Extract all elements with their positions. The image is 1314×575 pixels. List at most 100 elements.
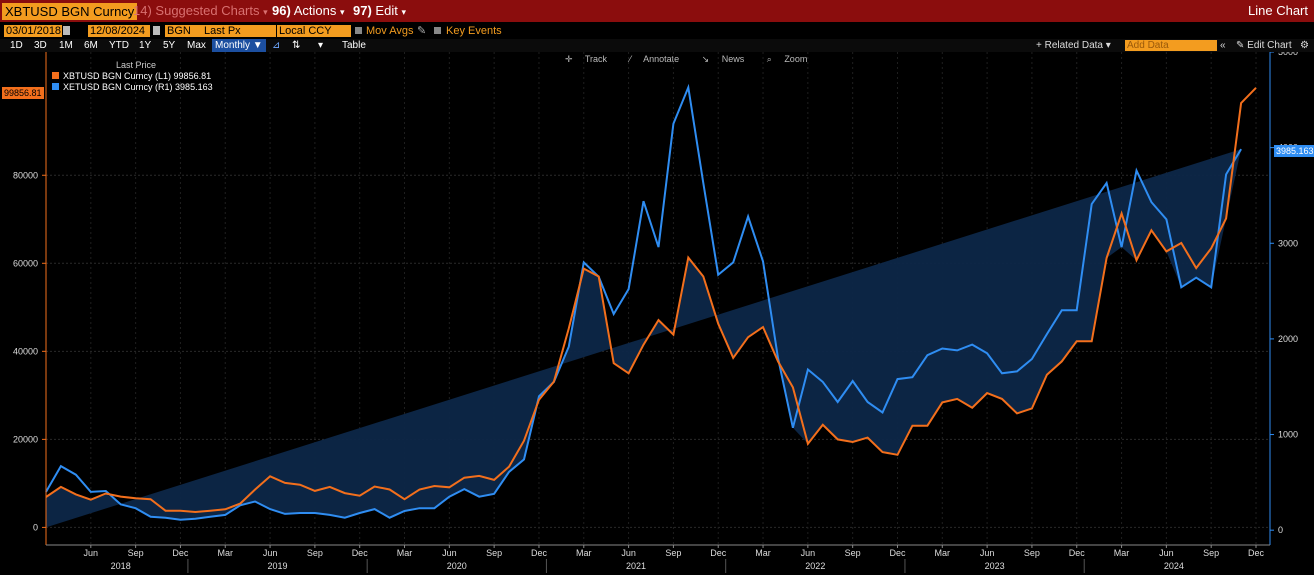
start-date-field[interactable]: 03/01/2018	[4, 25, 62, 37]
legend-swatch-blue	[52, 83, 59, 90]
zoom-label: Zoom	[784, 54, 808, 64]
month-tick-label: Sep	[128, 548, 144, 558]
left-axis-ticks: 0 20000 40000 60000 80000	[13, 170, 46, 532]
month-tick-label: Sep	[845, 548, 861, 558]
edit-menu[interactable]: 97) Edit ▾	[353, 0, 406, 22]
right-tick-label: 3000	[1278, 238, 1298, 248]
month-tick-label: Dec	[889, 548, 906, 558]
chevron-down-icon: ▼	[252, 40, 263, 51]
end-date-field[interactable]: 12/08/2024	[88, 25, 150, 37]
month-tick-label: Jun	[84, 548, 99, 558]
month-tick-label: Jun	[263, 548, 278, 558]
month-tick-label: Sep	[486, 548, 502, 558]
track-label: Track	[584, 54, 608, 64]
edit-label: Edit	[375, 3, 398, 18]
month-tick-label: Mar	[935, 548, 951, 558]
month-tick-label: Dec	[710, 548, 727, 558]
chart-style-icon[interactable]: ⊿	[272, 40, 281, 51]
period-1d[interactable]: 1D	[10, 40, 23, 51]
actions-menu[interactable]: 96) Actions ▾	[272, 0, 345, 22]
period-ytd[interactable]: YTD	[109, 40, 129, 51]
price-field[interactable]: Last Px	[202, 25, 276, 37]
period-bar: 1D 3D 1M 6M YTD 1Y 5Y Max Monthly ▼ ⊿ ⇅ …	[0, 39, 1314, 52]
calendar-icon[interactable]	[63, 26, 70, 35]
chart-type-label: Line Chart	[1248, 3, 1308, 18]
legend-entry-2[interactable]: XETUSD BGN Curncy (R1) 3985.163	[52, 82, 220, 93]
chart-tools: ✛ Track ⁄ Annotate ↘ News ⌕ Zoom	[565, 54, 827, 65]
period-1m[interactable]: 1M	[59, 40, 73, 51]
legend-series-1-name: XBTUSD BGN Curncy	[63, 71, 153, 81]
legend-series-2-name: XETUSD BGN Curncy	[63, 82, 153, 92]
year-tick-label: 2020	[447, 561, 467, 571]
chevron-down-icon: ▾	[263, 7, 268, 17]
period-max[interactable]: Max	[187, 40, 206, 51]
month-tick-label: Dec	[352, 548, 369, 558]
actions-label: Actions	[293, 3, 337, 18]
annotate-icon: ⁄	[629, 54, 632, 64]
right-tick-label: 2000	[1278, 334, 1298, 344]
edit-number: 97)	[353, 3, 372, 18]
related-data-menu[interactable]: + Related Data ▾	[1036, 39, 1111, 52]
suggested-charts-label: Suggested Charts	[155, 3, 260, 18]
mov-avgs-label: Mov Avgs	[366, 25, 414, 37]
sort-arrows-icon[interactable]: ⇅	[292, 40, 301, 51]
legend-series-1-axis: L1	[158, 71, 169, 81]
edit-chart-button[interactable]: ✎ Edit Chart	[1236, 39, 1292, 52]
period-5y[interactable]: 5Y	[163, 40, 176, 51]
ticker-field[interactable]: XBTUSD BGN Curncy	[2, 3, 138, 20]
currency-field[interactable]: Local CCY	[277, 25, 351, 37]
title-bar: XBTUSD BGN Curncy 14) Suggested Charts ▾…	[0, 0, 1314, 22]
right-tick-label: 5000	[1278, 52, 1298, 57]
month-tick-label: Dec	[1069, 548, 1086, 558]
frequency-label: Monthly	[215, 40, 251, 51]
legend-swatch-orange	[52, 72, 59, 79]
right-tick-label: 1000	[1278, 430, 1298, 440]
series-2-area	[46, 149, 1242, 528]
chevron-down-icon: ▾	[401, 7, 406, 17]
left-tick-label: 0	[33, 522, 38, 532]
news-icon: ↘	[701, 54, 710, 64]
month-tick-label: Mar	[755, 548, 771, 558]
suggested-charts-menu[interactable]: 14) Suggested Charts ▾	[133, 0, 268, 22]
year-tick-label: 2024	[1164, 561, 1184, 571]
year-tick-label: 2021	[626, 561, 646, 571]
annotate-tool[interactable]: ⁄ Annotate	[630, 54, 690, 64]
chevron-down-icon: ▾	[1105, 40, 1111, 51]
period-1y[interactable]: 1Y	[139, 40, 152, 51]
legend-entry-1[interactable]: XBTUSD BGN Curncy (L1) 99856.81	[52, 71, 220, 82]
last-value-tag-right: 3985.163	[1274, 145, 1314, 157]
collapse-icon[interactable]: «	[1220, 40, 1226, 51]
source-field[interactable]: BGN	[165, 25, 202, 37]
gear-icon[interactable]: ⚙	[1300, 40, 1309, 51]
period-6m[interactable]: 6M	[84, 40, 98, 51]
actions-number: 96)	[272, 3, 291, 18]
year-tick-label: 2018	[111, 561, 131, 571]
pencil-icon[interactable]: ✎	[417, 25, 427, 37]
key-events-checkbox[interactable]	[434, 27, 441, 34]
chevron-down-icon[interactable]: ▾	[318, 40, 324, 51]
legend-title: Last Price	[115, 60, 157, 70]
series-1-line	[45, 87, 1257, 514]
mov-avgs-checkbox[interactable]	[355, 27, 362, 34]
left-tick-label: 20000	[13, 434, 38, 444]
legend-series-1-last: 99856.81	[173, 71, 212, 81]
year-tick-label: 2023	[985, 561, 1005, 571]
frequency-dropdown[interactable]: Monthly ▼	[212, 39, 266, 52]
zoom-tool[interactable]: ⌕ Zoom	[767, 54, 818, 64]
add-data-input[interactable]: Add Data	[1125, 40, 1217, 51]
calendar-icon[interactable]	[153, 26, 160, 35]
edit-chart-label: Edit Chart	[1247, 40, 1292, 51]
month-tick-label: Jun	[801, 548, 816, 558]
table-button[interactable]: Table	[342, 40, 366, 51]
month-tick-label: Jun	[442, 548, 457, 558]
left-tick-label: 60000	[13, 258, 38, 268]
news-tool[interactable]: ↘ News	[702, 54, 755, 64]
pencil-icon: ✎	[1236, 40, 1245, 51]
month-tick-label: Dec	[172, 548, 189, 558]
period-3d[interactable]: 3D	[34, 40, 47, 51]
month-tick-label: Sep	[665, 548, 681, 558]
x-axis-year-ticks: 2018 2019 2020 2021 2022 2023 2024	[111, 559, 1184, 573]
track-tool[interactable]: ✛ Track	[565, 54, 617, 64]
month-tick-label: Jun	[621, 548, 636, 558]
